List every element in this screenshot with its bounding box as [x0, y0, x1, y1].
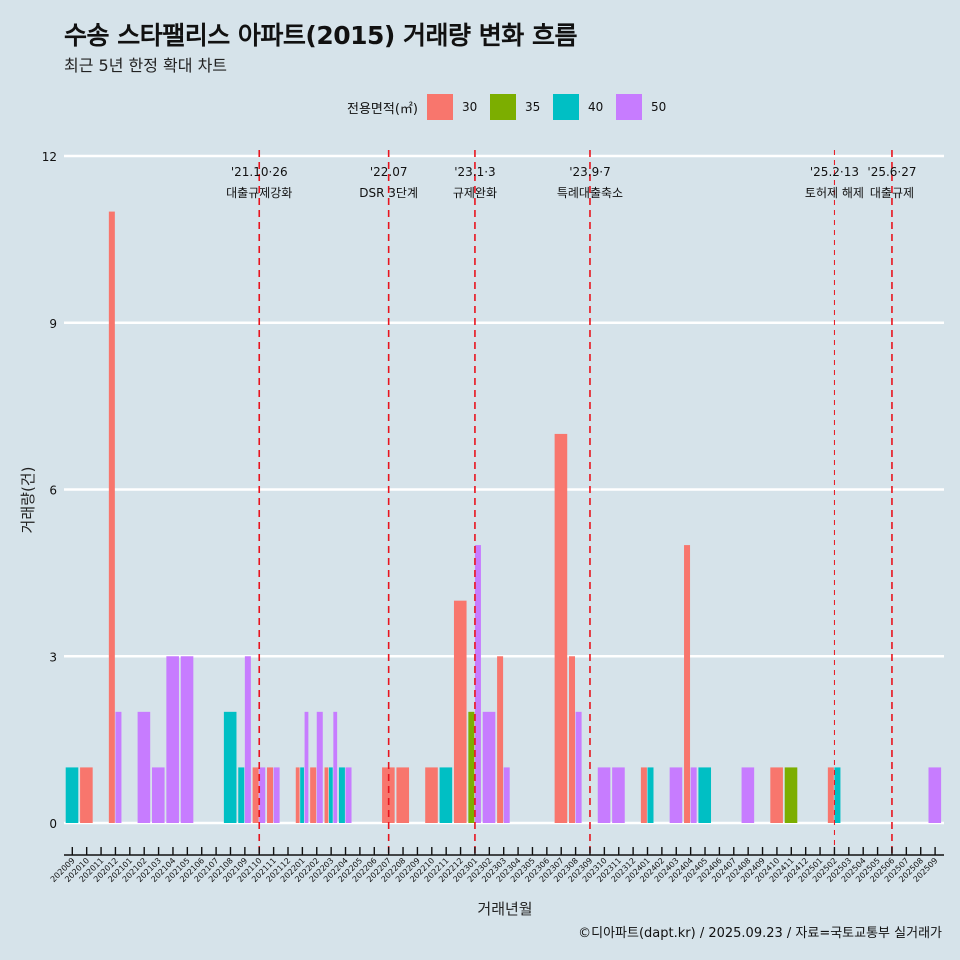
bar-202110-30: [252, 767, 259, 823]
annotations: '21.10·26 대출규제강화 '22.07 DSR 3단계 '23.1·3 규제완화 '…: [226, 150, 917, 855]
bar-202109-40: [238, 767, 245, 823]
bar-202203-30: [324, 767, 329, 823]
bar-202111-50: [273, 767, 280, 823]
legend-swatch-50: [615, 94, 642, 120]
bar-202302-50: [482, 711, 496, 823]
bar-202009-40: [65, 767, 79, 823]
annotation-label: DSR 3단계: [359, 186, 418, 200]
bar-202108-40: [223, 711, 237, 823]
annotation-label: 특례대출축소: [557, 186, 623, 200]
legend-item-40: 40: [552, 94, 610, 120]
y-tick-label: 9: [49, 317, 57, 331]
bar-202502-30: [827, 767, 834, 823]
chart-subtitle: 최근 5년 한정 확대 차트: [64, 56, 228, 75]
bar-202111-30: [267, 767, 274, 823]
legend-label-40: 40: [587, 100, 604, 114]
bar-202404-50: [690, 767, 697, 823]
annotation-date: '22.07: [370, 165, 408, 179]
bar-202204-40: [338, 767, 345, 823]
bar-202109-50: [244, 656, 251, 823]
y-axis-title: 거래량(건): [19, 467, 37, 534]
legend-swatch-35: [489, 94, 516, 120]
bar-202201-50: [304, 711, 309, 823]
bar-202311-50: [612, 767, 625, 823]
bar-202012-30: [108, 211, 115, 824]
bar-202405-40: [698, 767, 712, 823]
bar-202012-50: [115, 711, 122, 823]
bar-202110-50: [259, 767, 266, 823]
bar-202201-40: [300, 767, 304, 823]
y-tick-label: 3: [49, 650, 57, 664]
bar-202102-50: [137, 711, 151, 823]
bar-202310-50: [597, 767, 611, 823]
footer-credit: ©디아파트(dapt.kr) / 2025.09.23 / 자료=국토교통부 실…: [578, 926, 942, 941]
bar-202202-30: [310, 767, 317, 823]
y-tick-label: 0: [49, 817, 57, 831]
annotation-label: 규제완화: [453, 186, 497, 200]
bar-202204-50: [345, 767, 352, 823]
bar-202208-30: [396, 767, 410, 823]
annotation-label: 대출규제: [870, 186, 914, 200]
legend: 전용면적(㎡) 30 35 40 50: [347, 94, 679, 120]
bar-202410-30: [770, 767, 783, 823]
bar-202201-30: [295, 767, 300, 823]
legend-swatch-30: [426, 94, 453, 120]
bar-202401-30: [640, 767, 647, 823]
bar-202203-50: [333, 711, 338, 823]
x-axis: 2020092020102020112020122021012021022021…: [49, 847, 944, 884]
legend-label-50: 50: [650, 100, 667, 114]
annotation-label: 대출규제강화: [226, 186, 292, 200]
bar-202203-40: [328, 767, 333, 823]
bar-202502-40: [834, 767, 841, 823]
legend-label-35: 35: [524, 100, 541, 114]
bar-202509-50: [928, 767, 942, 823]
bar-202303-30: [497, 656, 504, 823]
bar-202211-40: [439, 767, 453, 823]
bar-202210-30: [425, 767, 438, 823]
bar-202401-40: [647, 767, 654, 823]
legend-title: 전용면적(㎡): [347, 101, 418, 117]
gridlines: [64, 154, 944, 825]
chart-title: 수송 스타팰리스 아파트(2015) 거래량 변화 흐름: [64, 21, 577, 50]
annotation-label: 토허제 해제: [805, 186, 864, 200]
bar-202301-50: [474, 545, 481, 823]
bar-202307-30: [554, 433, 568, 823]
bar-202103-50: [151, 767, 165, 823]
bar-202408-50: [741, 767, 755, 823]
legend-label-30: 30: [461, 100, 478, 114]
bar-202301-35: [468, 711, 475, 823]
x-axis-title: 거래년월: [477, 900, 532, 918]
y-tick-label: 6: [49, 484, 57, 498]
y-axis: 0 3 6 9 12: [42, 150, 57, 831]
bar-202403-50: [669, 767, 683, 823]
annotation-date: '25.2·13: [810, 165, 859, 179]
legend-swatch-40: [552, 94, 579, 120]
bar-202207-30: [382, 767, 395, 823]
bar-202202-50: [316, 711, 323, 823]
bar-202104-50: [166, 656, 179, 823]
bar-202404-30: [684, 545, 691, 823]
legend-item-30: 30: [426, 94, 484, 120]
bar-202308-30: [569, 656, 575, 823]
bar-202010-30: [80, 767, 93, 823]
annotation-date: '23.1·3: [454, 165, 495, 179]
y-tick-label: 12: [42, 150, 57, 164]
bar-202303-50: [503, 767, 510, 823]
annotation-date: '21.10·26: [231, 165, 288, 179]
annotation-date: '23.9·7: [569, 165, 610, 179]
legend-item-50: 50: [615, 94, 673, 120]
annotation-date: '25.6·27: [867, 165, 916, 179]
bars: [65, 211, 942, 824]
legend-item-35: 35: [489, 94, 547, 120]
bar-202105-50: [180, 656, 194, 823]
bar-202308-50: [575, 711, 582, 823]
bar-202411-35: [784, 767, 798, 823]
bar-202212-30: [453, 600, 467, 823]
